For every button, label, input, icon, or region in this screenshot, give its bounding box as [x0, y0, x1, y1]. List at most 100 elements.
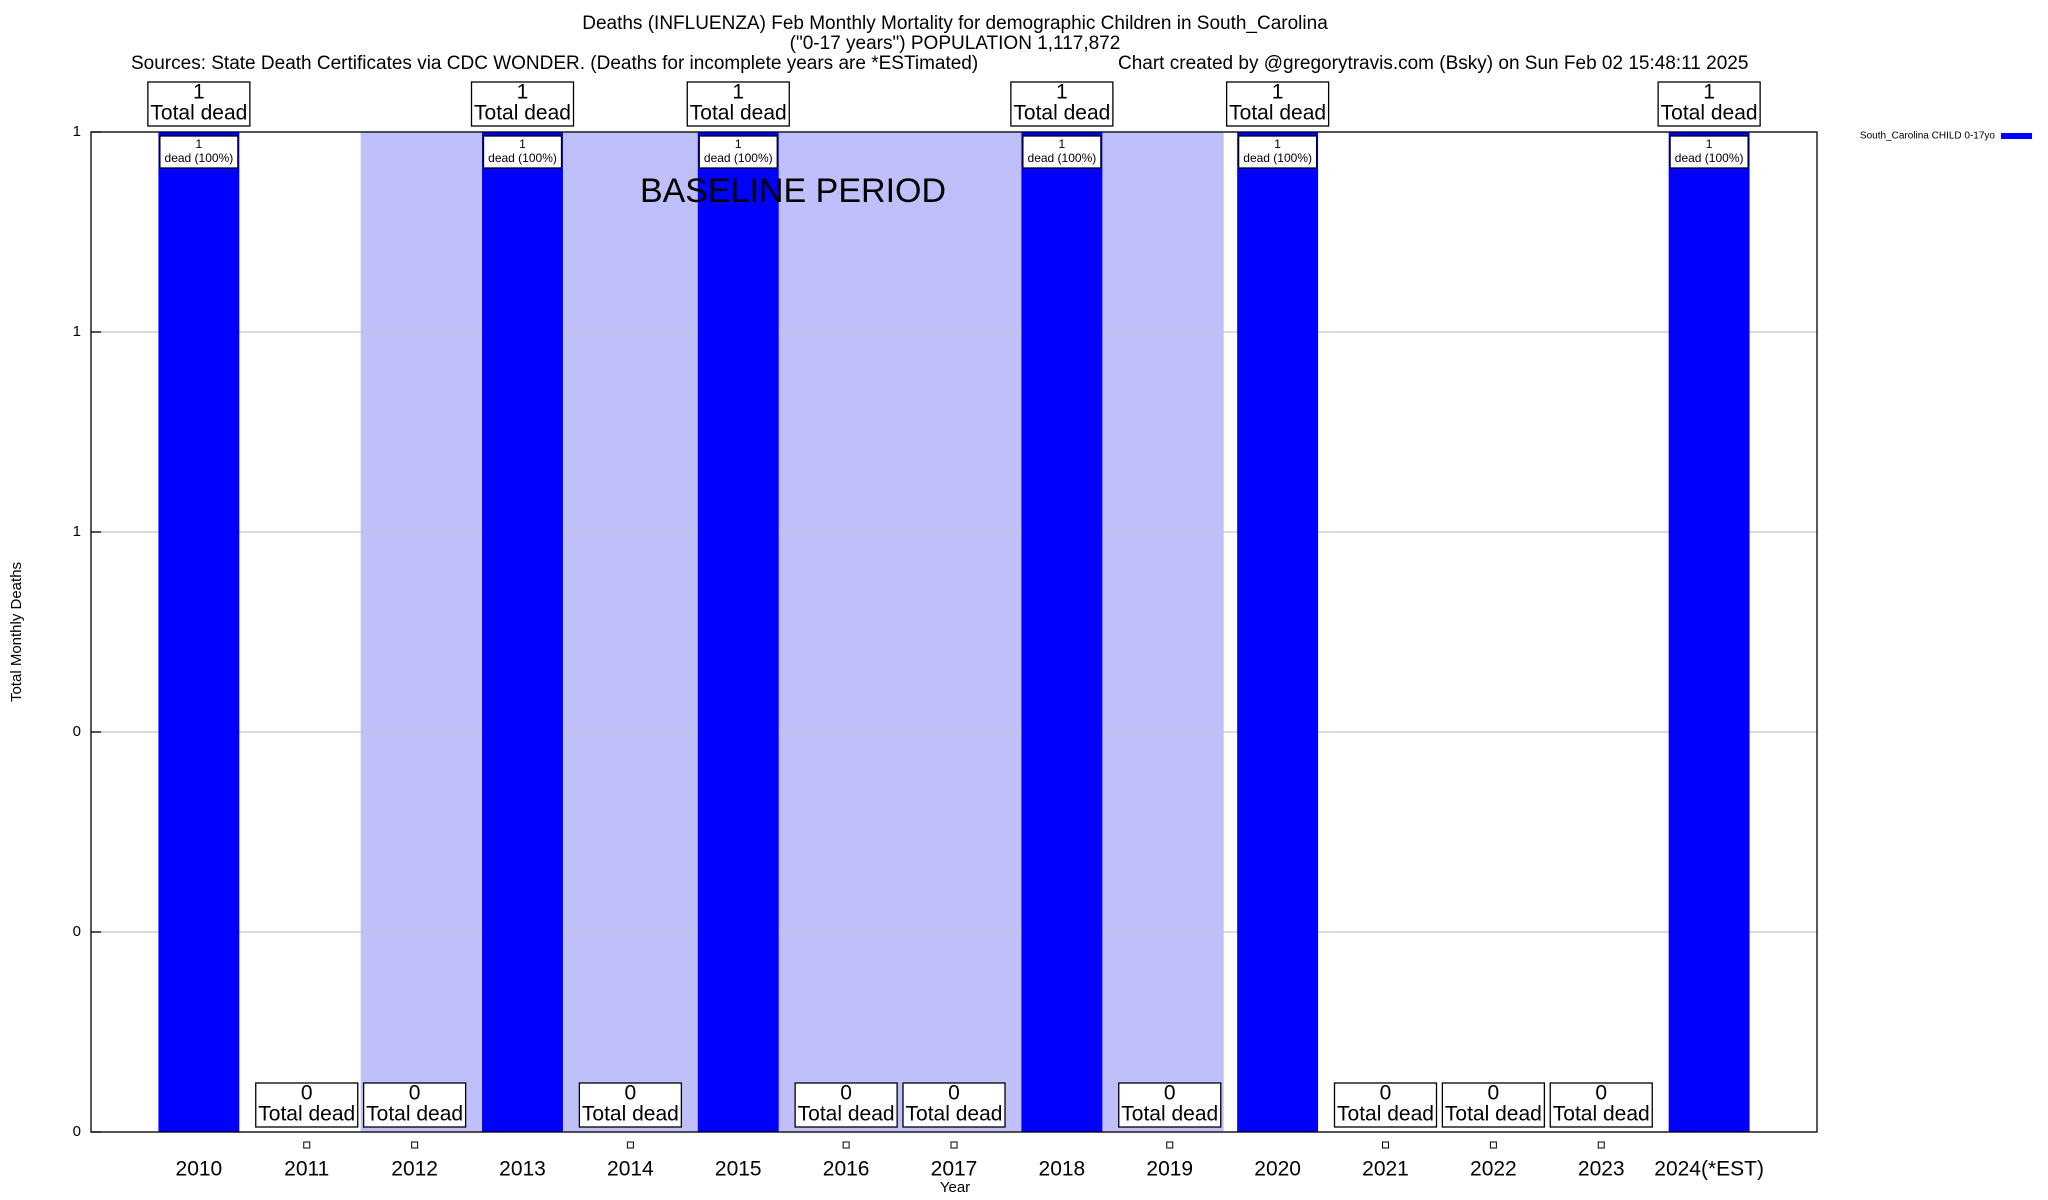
label-box: [1010, 81, 1114, 127]
total-label: Total dead: [258, 1103, 355, 1126]
sources: Sources: State Death Certificates via CD…: [131, 53, 978, 74]
x-tick-label: 2018: [1039, 1158, 1086, 1181]
bar: [1668, 132, 1750, 1132]
x-tick-label: 2016: [823, 1158, 870, 1181]
x-tick-label: 2021: [1362, 1158, 1409, 1181]
bar: [1021, 132, 1103, 1132]
label-box: [1669, 135, 1749, 169]
total-label: Total dead: [1553, 1103, 1650, 1126]
inner-value-label: 1: [196, 137, 203, 151]
value-label: 1: [193, 81, 205, 104]
value-label: 1: [1056, 81, 1068, 104]
inner-share-label: dead (100%): [1243, 151, 1312, 165]
x-tick-label: 2015: [715, 1158, 762, 1181]
total-label: Total dead: [1229, 102, 1326, 125]
inner-share-label: dead (100%): [1028, 151, 1097, 165]
x-tick-label: 2011: [284, 1158, 329, 1181]
x-tick-label: 2024(*EST): [1654, 1158, 1764, 1181]
total-label: Total dead: [474, 102, 571, 125]
label-box: [902, 1082, 1006, 1128]
total-label: Total dead: [1661, 102, 1758, 125]
zero-marker: [1597, 1141, 1605, 1149]
value-label: 1: [517, 81, 529, 104]
label-box: [1549, 1082, 1653, 1128]
value-label: 0: [409, 1082, 421, 1105]
value-label: 0: [1380, 1082, 1392, 1105]
label-box: [147, 81, 251, 127]
inner-share-label: dead (100%): [1675, 151, 1744, 165]
y-tick-label: 1: [73, 323, 81, 340]
label-box: [578, 1082, 683, 1128]
zero-marker: [1382, 1141, 1389, 1149]
zero-marker: [411, 1141, 419, 1149]
label-box: [1022, 135, 1102, 169]
label-box: [159, 135, 239, 169]
y-tick-label: 0: [73, 1123, 81, 1140]
plot-frame: [90, 131, 1818, 1133]
x-tick-label: 2022: [1470, 1158, 1517, 1181]
zero-marker: [842, 1141, 850, 1149]
value-label: 0: [625, 1082, 637, 1105]
label-box: [686, 81, 790, 127]
label-box: [470, 81, 575, 127]
bar: [482, 132, 563, 1132]
x-axis-label: Year: [940, 1179, 970, 1196]
x-tick-label: 2010: [176, 1158, 223, 1181]
inner-value-label: 1: [1059, 137, 1066, 151]
bar: [697, 132, 779, 1132]
chart-title: Deaths (INFLUENZA) Feb Monthly Mortality…: [582, 13, 1328, 34]
inner-value-label: 1: [735, 137, 742, 151]
x-tick-label: 2014: [607, 1158, 654, 1181]
value-label: 0: [840, 1082, 852, 1105]
x-tick-label: 2012: [391, 1158, 438, 1181]
legend-swatch: [2001, 133, 2032, 139]
bar: [1237, 132, 1319, 1132]
x-tick-label: 2020: [1254, 1158, 1301, 1181]
zero-marker: [950, 1141, 958, 1149]
x-tick-label: 2013: [499, 1158, 546, 1181]
baseline-annotation: BASELINE PERIOD: [640, 172, 946, 210]
total-label: Total dead: [366, 1103, 463, 1126]
label-box: [1237, 135, 1318, 169]
y-tick-label: 1: [73, 523, 81, 540]
zero-marker: [1166, 1141, 1174, 1149]
label-box: [1441, 1082, 1546, 1128]
y-axis-label: Total Monthly Deaths: [8, 562, 25, 702]
total-label: Total dead: [582, 1103, 679, 1126]
inner-share-label: dead (100%): [704, 151, 773, 165]
value-label: 0: [301, 1082, 313, 1105]
total-label: Total dead: [906, 1103, 1003, 1126]
inner-value-label: 1: [1706, 137, 1713, 151]
legend-label: South_Carolina CHILD 0-17yo: [1860, 131, 1996, 142]
value-label: 0: [1164, 1082, 1176, 1105]
inner-value-label: 1: [1274, 137, 1281, 151]
label-box: [1657, 81, 1761, 127]
label-box: [794, 1082, 898, 1128]
value-label: 0: [1488, 1082, 1500, 1105]
total-label: Total dead: [690, 102, 787, 125]
value-label: 1: [732, 81, 744, 104]
chart-subtitle: ("0-17 years") POPULATION 1,117,872: [790, 33, 1121, 54]
credit: Chart created by @gregorytravis.com (Bsk…: [1118, 53, 1748, 74]
total-label: Total dead: [1445, 1103, 1542, 1126]
inner-share-label: dead (100%): [488, 151, 557, 165]
label-box: [1225, 81, 1330, 127]
inner-share-label: dead (100%): [165, 151, 234, 165]
total-label: Total dead: [1337, 1103, 1434, 1126]
x-tick-label: 2019: [1146, 1158, 1193, 1181]
x-tick-label: 2017: [931, 1158, 978, 1181]
label-box: [1333, 1082, 1438, 1128]
y-tick-label: 0: [73, 723, 81, 740]
total-label: Total dead: [1121, 1103, 1218, 1126]
value-label: 1: [1272, 81, 1284, 104]
zero-marker: [1489, 1141, 1497, 1149]
y-tick-label: 0: [73, 923, 81, 940]
zero-marker: [303, 1141, 311, 1149]
label-box: [362, 1082, 467, 1128]
bar: [158, 132, 240, 1132]
x-tick-label: 2023: [1578, 1158, 1625, 1181]
total-label: Total dead: [798, 1103, 895, 1126]
value-label: 1: [1703, 81, 1715, 104]
zero-marker: [626, 1141, 634, 1149]
